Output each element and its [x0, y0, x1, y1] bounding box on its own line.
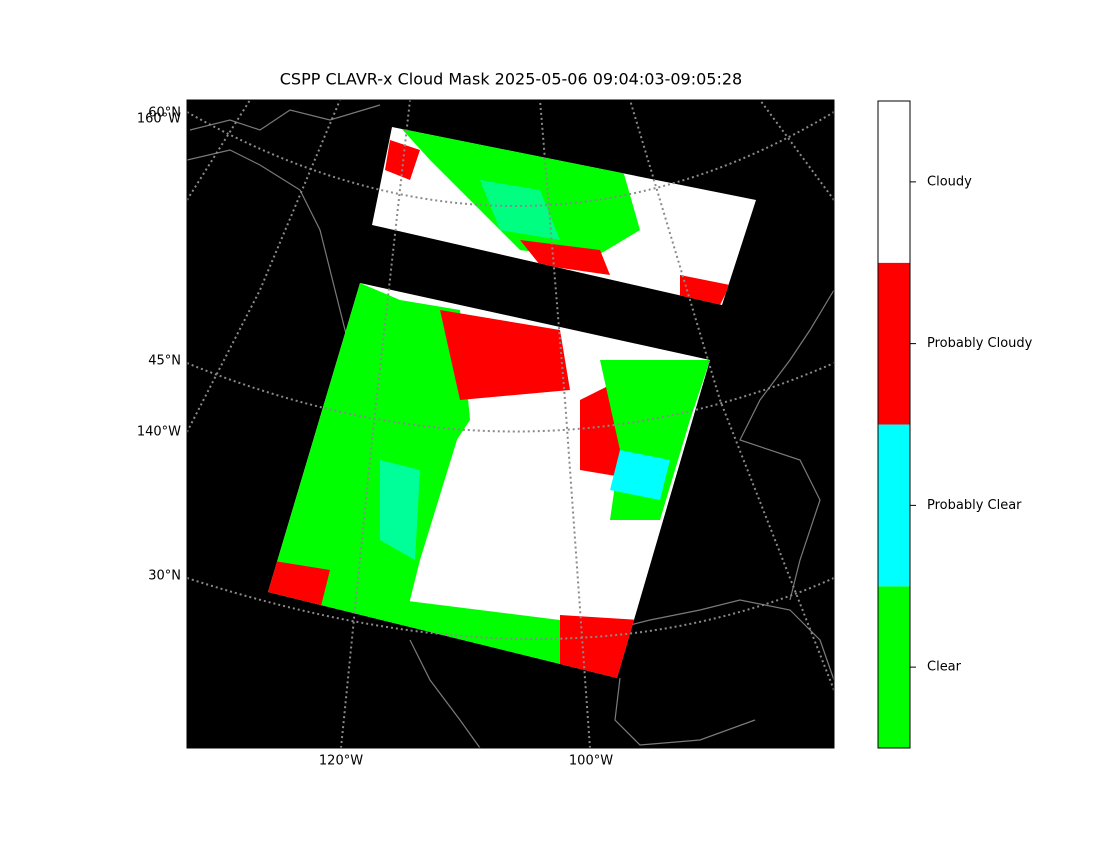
- colorbar-label: Clear: [927, 660, 962, 675]
- swath: [268, 283, 710, 678]
- colorbar-segment: [878, 424, 910, 587]
- map-label: 160°W: [137, 112, 181, 127]
- colorbar-segment: [878, 101, 910, 263]
- colorbar-label: Probably Clear: [927, 498, 1022, 513]
- title: CSPP CLAVR-x Cloud Mask 2025-05-06 09:04…: [280, 70, 742, 89]
- colorbar-frame: [877, 100, 911, 749]
- colorbar-label: Probably Cloudy: [927, 336, 1033, 351]
- colorbar-label: Cloudy: [927, 174, 972, 189]
- map-label: 140°W: [137, 425, 181, 440]
- map-label: 60°N: [148, 106, 181, 121]
- colorbar-segment: [878, 586, 910, 748]
- map-label: 45°N: [148, 354, 181, 369]
- map-frame: [186, 99, 835, 749]
- map-label: 120°W: [319, 754, 363, 769]
- colorbar-segment: [878, 262, 910, 425]
- map-label: 100°W: [569, 754, 613, 769]
- map-label: 30°N: [148, 569, 181, 584]
- graticule: [187, 100, 834, 748]
- colorbar: Clear Probably Clear Probably Cloudy Cloudy: [877, 100, 1033, 749]
